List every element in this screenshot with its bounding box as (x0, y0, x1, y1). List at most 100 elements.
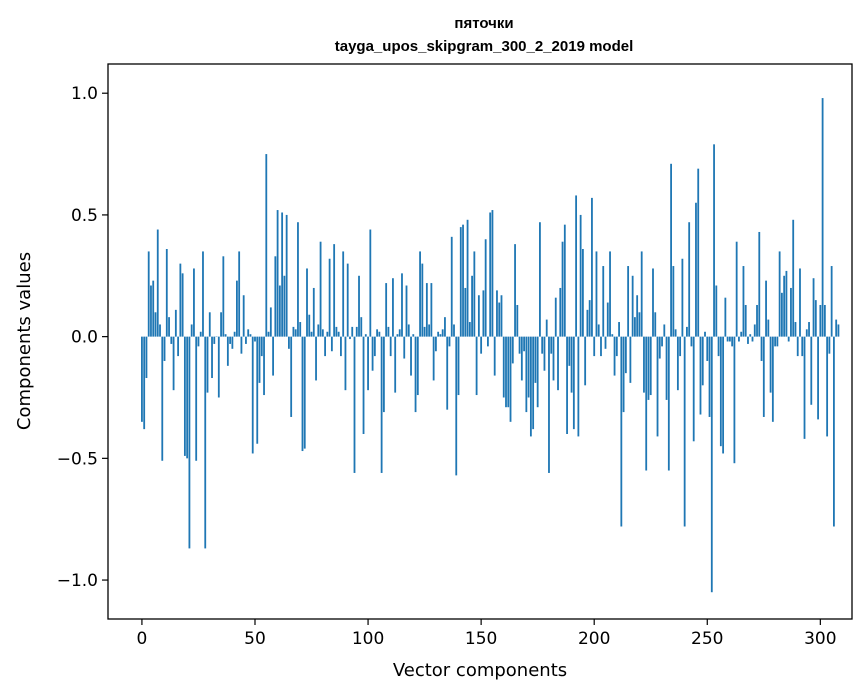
bar (274, 256, 276, 336)
bar (241, 337, 243, 354)
bar (614, 337, 616, 376)
bar (736, 242, 738, 337)
bar (347, 264, 349, 337)
bar (410, 337, 412, 376)
bar (720, 337, 722, 447)
bar (727, 337, 729, 342)
bar (783, 276, 785, 337)
bar (161, 337, 163, 461)
bar (482, 290, 484, 336)
bar (349, 337, 351, 339)
bar (738, 337, 740, 342)
bar (634, 317, 636, 336)
bar (297, 222, 299, 336)
bar (648, 337, 650, 400)
bar (412, 334, 414, 336)
bar (654, 312, 656, 336)
bar (609, 251, 611, 336)
bar (340, 337, 342, 356)
bar (478, 295, 480, 336)
bar (688, 222, 690, 336)
bar (548, 337, 550, 473)
bar (659, 337, 661, 359)
bar (625, 337, 627, 374)
bar (367, 337, 369, 391)
bar (521, 337, 523, 381)
bar (623, 337, 625, 412)
bar (702, 337, 704, 386)
bar (311, 332, 313, 337)
bar (293, 327, 295, 337)
x-tick-label: 50 (244, 629, 266, 649)
bar (265, 154, 267, 337)
bar (668, 337, 670, 471)
bar (589, 300, 591, 337)
bar (541, 337, 543, 354)
bar (605, 337, 607, 349)
bar (749, 334, 751, 336)
y-axis-label: Components values (14, 252, 35, 430)
bar (566, 337, 568, 434)
y-tick-label: −0.5 (57, 449, 98, 469)
bar (516, 305, 518, 337)
chart-title-line-1: пяточки (454, 15, 513, 32)
bar (745, 305, 747, 337)
bar (428, 324, 430, 336)
bar (564, 225, 566, 337)
bar (437, 332, 439, 337)
bar (616, 337, 618, 356)
bar (234, 332, 236, 337)
x-axis-label: Vector components (393, 660, 567, 681)
bar (277, 210, 279, 337)
bar (650, 337, 652, 395)
bar (779, 251, 781, 336)
bar (697, 169, 699, 337)
bar (268, 332, 270, 337)
bar (801, 337, 803, 356)
bar (440, 334, 442, 336)
bar (514, 244, 516, 337)
bar (555, 298, 557, 337)
bar (535, 337, 537, 383)
bar (804, 337, 806, 439)
bar (627, 266, 629, 337)
bar (369, 230, 371, 337)
bar (444, 317, 446, 336)
bar (281, 212, 283, 336)
x-tick-label: 300 (804, 629, 836, 649)
bar (415, 337, 417, 412)
bar (729, 337, 731, 342)
x-tick-label: 150 (465, 629, 497, 649)
bar (752, 337, 754, 342)
bar (765, 281, 767, 337)
bar (426, 283, 428, 337)
bar (602, 266, 604, 337)
bar (159, 324, 161, 336)
bar (774, 337, 776, 347)
bar (476, 337, 478, 395)
bar (442, 329, 444, 336)
bar (150, 286, 152, 337)
bar (184, 337, 186, 456)
bar (406, 286, 408, 337)
bar (279, 286, 281, 337)
bar (819, 305, 821, 337)
bar (175, 310, 177, 337)
bar (831, 266, 833, 337)
bar (826, 337, 828, 437)
bar (424, 327, 426, 337)
bar (473, 251, 475, 336)
bar (636, 295, 638, 336)
bar (259, 337, 261, 383)
bar (815, 300, 817, 337)
bar (417, 337, 419, 395)
bar (263, 337, 265, 395)
bar (372, 337, 374, 371)
bar (709, 337, 711, 417)
bar (451, 237, 453, 337)
bar (354, 337, 356, 473)
bar (686, 327, 688, 337)
bar (360, 317, 362, 336)
